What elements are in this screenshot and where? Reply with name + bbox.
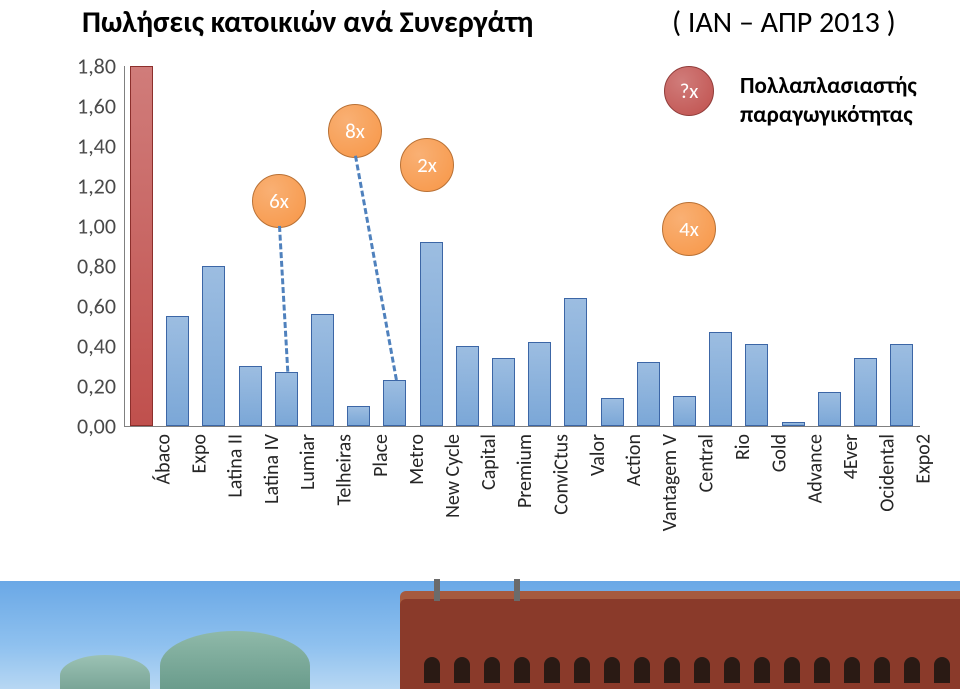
arena-arch (544, 657, 560, 683)
x-label: Ocidental (876, 434, 900, 512)
y-tick: 1,20 (77, 173, 116, 200)
multiplier-bubble: 8x (328, 104, 382, 158)
arena-arch (874, 657, 890, 683)
bar (420, 242, 443, 426)
bar (383, 380, 406, 426)
x-label: Advance (803, 434, 827, 503)
arena-arch (904, 657, 920, 683)
arena-arch (424, 657, 440, 683)
arena-arch (454, 657, 470, 683)
multiplier-bubble: 2x (400, 138, 454, 192)
y-tick: 1,40 (77, 133, 116, 160)
y-tick: 0,80 (77, 253, 116, 280)
bar (673, 396, 696, 426)
bar (492, 358, 515, 426)
bar (202, 266, 225, 426)
stage: { "title_left": "Πωλήσεις κατοικιών ανά … (0, 0, 960, 689)
x-label: Rio (731, 434, 755, 460)
bar (239, 366, 262, 426)
bar (637, 362, 660, 426)
x-label: Expo2 (912, 434, 936, 484)
arena (400, 599, 960, 689)
y-tick: 0,60 (77, 293, 116, 320)
y-axis: 0,000,200,400,600,801,001,201,401,601,80 (40, 66, 124, 426)
y-tick: 1,00 (77, 213, 116, 240)
bar (601, 398, 624, 426)
arena-arch (514, 657, 530, 683)
y-tick: 0,00 (77, 413, 116, 440)
arena-arch (724, 657, 740, 683)
bar (854, 358, 877, 426)
arena-arch (574, 657, 590, 683)
bar (709, 332, 732, 426)
x-label: Central (695, 434, 719, 492)
x-label: 4Ever (839, 434, 863, 479)
bar-chart: 0,000,200,400,600,801,001,201,401,601,80… (40, 66, 920, 576)
arena-arch (694, 657, 710, 683)
plot-area (124, 66, 920, 426)
y-tick: 0,20 (77, 373, 116, 400)
arena-arch (814, 657, 830, 683)
x-label: Vantagem V (658, 434, 682, 531)
x-label: Lumiar (296, 434, 320, 490)
bar (564, 298, 587, 426)
bar (166, 316, 189, 426)
page-title-right: ( ΙΑΝ – ΑΠΡ 2013 ) (672, 4, 896, 41)
x-label: Valor (586, 434, 610, 476)
arena-arch (934, 657, 950, 683)
page-title-left: Πωλήσεις κατοικιών ανά Συνεργάτη (82, 4, 533, 41)
bar (456, 346, 479, 426)
arena-arch (664, 657, 680, 683)
multiplier-bubble: 6x (252, 174, 306, 228)
bar (782, 422, 805, 426)
multiplier-bubble: 4x (662, 202, 716, 256)
x-label: Capital (477, 434, 501, 490)
arena-arch (484, 657, 500, 683)
spire (434, 579, 440, 601)
bar (745, 344, 768, 426)
x-label: Place (369, 434, 393, 477)
x-label: Action (622, 434, 646, 486)
y-tick: 1,60 (77, 93, 116, 120)
x-label: New Cycle (441, 434, 465, 518)
x-label: Expo (188, 434, 212, 473)
bar (311, 314, 334, 426)
spire (514, 579, 520, 601)
x-label: ConviCtus (550, 434, 574, 515)
x-label: Telheiras (333, 434, 357, 506)
y-tick: 1,80 (77, 53, 116, 80)
arena-arch (604, 657, 620, 683)
bar (347, 406, 370, 426)
x-label: Ábaco (152, 434, 176, 485)
background-photo (0, 581, 960, 689)
x-label: Latina II (224, 434, 248, 498)
bar (890, 344, 913, 426)
arena-arch (634, 657, 650, 683)
x-label: Latina IV (260, 434, 284, 504)
bar (528, 342, 551, 426)
multiplier-bubble: ?x (664, 66, 714, 116)
x-label: Gold (767, 434, 791, 472)
x-label: Premium (514, 434, 538, 508)
x-axis-line (124, 426, 920, 427)
bar (818, 392, 841, 426)
y-tick: 0,40 (77, 333, 116, 360)
arena-arch (754, 657, 770, 683)
bar (130, 66, 153, 426)
dome-building (60, 655, 150, 689)
x-label: Metro (405, 434, 429, 485)
bar (275, 372, 298, 426)
arena-arch (784, 657, 800, 683)
arena-arch (844, 657, 860, 683)
